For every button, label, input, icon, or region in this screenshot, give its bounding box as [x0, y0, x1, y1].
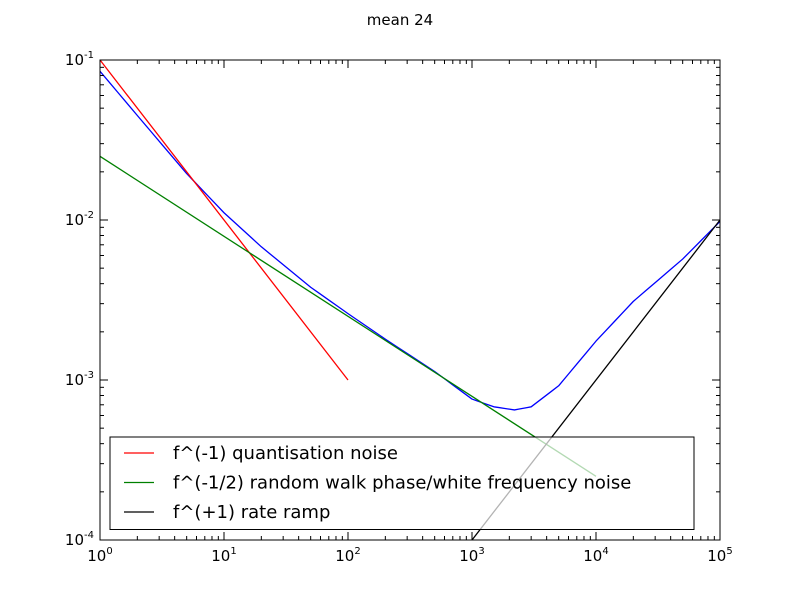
legend-label: f^(-1/2) random walk phase/white frequen… [173, 473, 631, 494]
series-line-1 [100, 60, 349, 381]
x-tick-label: 101 [211, 546, 236, 565]
chart-title: mean 24 [367, 11, 433, 29]
legend-label: f^(-1) quantisation noise [173, 443, 398, 464]
x-tick-label: 104 [583, 546, 608, 565]
y-tick-label: 10-4 [65, 530, 94, 549]
tick-layer: 100 101 102 103 104 105 10-4 10-3 10-2 10-1 [65, 50, 733, 565]
series-line-2 [100, 155, 597, 477]
y-tick-label: 10-1 [65, 50, 94, 69]
x-tick-label: 100 [87, 546, 112, 565]
x-tick-label: 103 [459, 546, 484, 565]
x-tick-label: 102 [335, 546, 360, 565]
series-line-0 [100, 70, 720, 411]
y-tick-label: 10-2 [65, 210, 94, 229]
x-tick-label: 105 [707, 546, 732, 565]
plot-frame [99, 59, 721, 541]
legend: f^(-1) quantisation noise f^(-1/2) random… [109, 436, 695, 530]
legend-label: f^(+1) rate ramp [173, 502, 330, 523]
legend-box [109, 436, 695, 530]
y-tick-label: 10-3 [65, 370, 94, 389]
